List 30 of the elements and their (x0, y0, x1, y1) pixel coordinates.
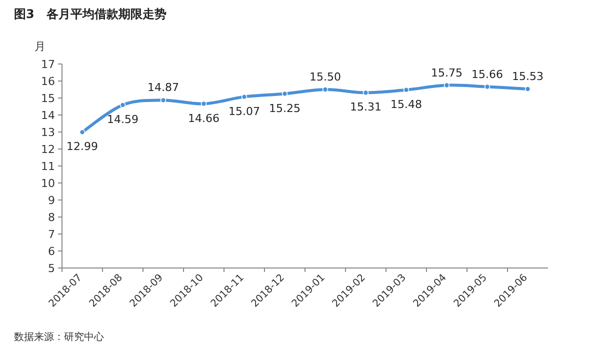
y-tick-label: 6 (48, 245, 55, 258)
data-label: 15.25 (269, 102, 300, 115)
y-tick-label: 12 (41, 143, 55, 156)
data-label: 14.59 (107, 112, 138, 126)
point (322, 86, 328, 92)
y-tick-label: 14 (41, 109, 55, 122)
y-tick-label: 11 (41, 160, 55, 173)
source-note: 数据来源：研究中心 (14, 331, 104, 343)
data-label: 14.66 (188, 112, 220, 125)
data-label: 14.87 (148, 81, 179, 94)
y-tick-label: 8 (48, 211, 55, 224)
y-tick-label: 15 (41, 92, 55, 105)
data-label: 12.99 (66, 140, 98, 154)
y-tick-label: 17 (41, 58, 55, 71)
data-label: 15.07 (228, 104, 260, 118)
data-label: 15.75 (431, 66, 462, 80)
data-label: 15.66 (472, 68, 503, 81)
data-label: 15.53 (512, 70, 544, 83)
data-label: 15.48 (390, 98, 422, 111)
y-tick-label: 5 (48, 262, 55, 275)
y-tick-label: 16 (41, 75, 55, 88)
data-label: 15.31 (350, 100, 382, 114)
data-label: 15.50 (310, 70, 341, 84)
y-axis-title: 月 (34, 40, 46, 53)
point (120, 102, 126, 108)
y-tick-label: 7 (48, 228, 55, 241)
y-tick-label: 9 (48, 194, 55, 207)
y-tick-label: 10 (41, 177, 55, 190)
chart-title: 图3 各月平均借款期限走势 (14, 7, 166, 21)
y-tick-label: 13 (41, 126, 55, 139)
